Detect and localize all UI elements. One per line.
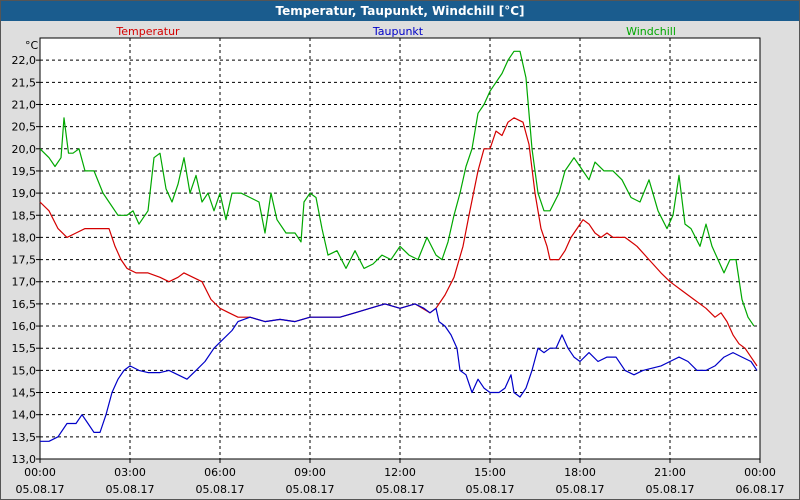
legend-temperatur: Temperatur bbox=[115, 25, 180, 38]
x-tick-time: 21:00 bbox=[654, 466, 686, 479]
x-tick-time: 00:00 bbox=[24, 466, 56, 479]
y-tick-label: 18,0 bbox=[12, 231, 37, 244]
legend: Temperatur Taupunkt Windchill bbox=[115, 25, 676, 38]
x-tick-date: 05.08.17 bbox=[556, 483, 605, 496]
y-tick-label: 18,5 bbox=[12, 209, 37, 222]
series-line-taupunkt bbox=[40, 303, 758, 442]
x-tick-time: 03:00 bbox=[114, 466, 146, 479]
y-tick-label: 19,5 bbox=[12, 165, 37, 178]
y-tick-label: 20,5 bbox=[12, 121, 37, 134]
x-tick-time: 00:00 bbox=[744, 466, 776, 479]
y-tick-label: 13,0 bbox=[12, 453, 37, 466]
x-tick-date: 05.08.17 bbox=[16, 483, 65, 496]
y-tick-label: 21,5 bbox=[12, 76, 37, 89]
y-tick-label: 21,0 bbox=[12, 98, 37, 111]
x-tick-date: 05.08.17 bbox=[106, 483, 155, 496]
series-line-temperatur bbox=[39, 117, 758, 367]
x-tick-date: 06.08.17 bbox=[736, 483, 785, 496]
y-tick-label: 19,0 bbox=[12, 187, 37, 200]
y-axis-unit: °C bbox=[25, 39, 39, 52]
y-axis-ticks: 13,0 13,5 14,0 14,5 15,0 15,5 16,0 16,5 17,0 17,5… bbox=[12, 54, 40, 466]
y-tick-label: 20,0 bbox=[12, 143, 37, 156]
grid-lines bbox=[40, 38, 760, 459]
series-lines bbox=[39, 50, 758, 442]
y-tick-label: 15,5 bbox=[12, 342, 37, 355]
x-tick-date: 05.08.17 bbox=[646, 483, 695, 496]
y-tick-label: 17,0 bbox=[12, 276, 37, 289]
y-tick-label: 14,0 bbox=[12, 409, 37, 422]
x-tick-date: 05.08.17 bbox=[286, 483, 335, 496]
y-tick-label: 17,5 bbox=[12, 254, 37, 267]
x-tick-date: 05.08.17 bbox=[466, 483, 515, 496]
series-line-windchill bbox=[39, 50, 755, 327]
x-tick-time: 09:00 bbox=[294, 466, 326, 479]
x-tick-time: 12:00 bbox=[384, 466, 416, 479]
x-tick-time: 15:00 bbox=[474, 466, 506, 479]
window-title: Temperatur, Taupunkt, Windchill [°C] bbox=[1, 1, 799, 21]
y-tick-label: 22,0 bbox=[12, 54, 37, 67]
legend-windchill: Windchill bbox=[626, 25, 676, 38]
y-tick-label: 13,5 bbox=[12, 431, 37, 444]
y-tick-label: 16,0 bbox=[12, 320, 37, 333]
y-tick-label: 16,5 bbox=[12, 298, 37, 311]
legend-taupunkt: Taupunkt bbox=[372, 25, 424, 38]
x-axis-ticks: 00:00 05.08.17 03:00 05.08.17 06:00 05.08.17 0… bbox=[16, 459, 785, 496]
x-tick-date: 05.08.17 bbox=[376, 483, 425, 496]
x-tick-time: 06:00 bbox=[204, 466, 236, 479]
y-tick-label: 14,5 bbox=[12, 387, 37, 400]
y-tick-label: 15,0 bbox=[12, 364, 37, 377]
x-tick-date: 05.08.17 bbox=[196, 483, 245, 496]
x-tick-time: 18:00 bbox=[564, 466, 596, 479]
